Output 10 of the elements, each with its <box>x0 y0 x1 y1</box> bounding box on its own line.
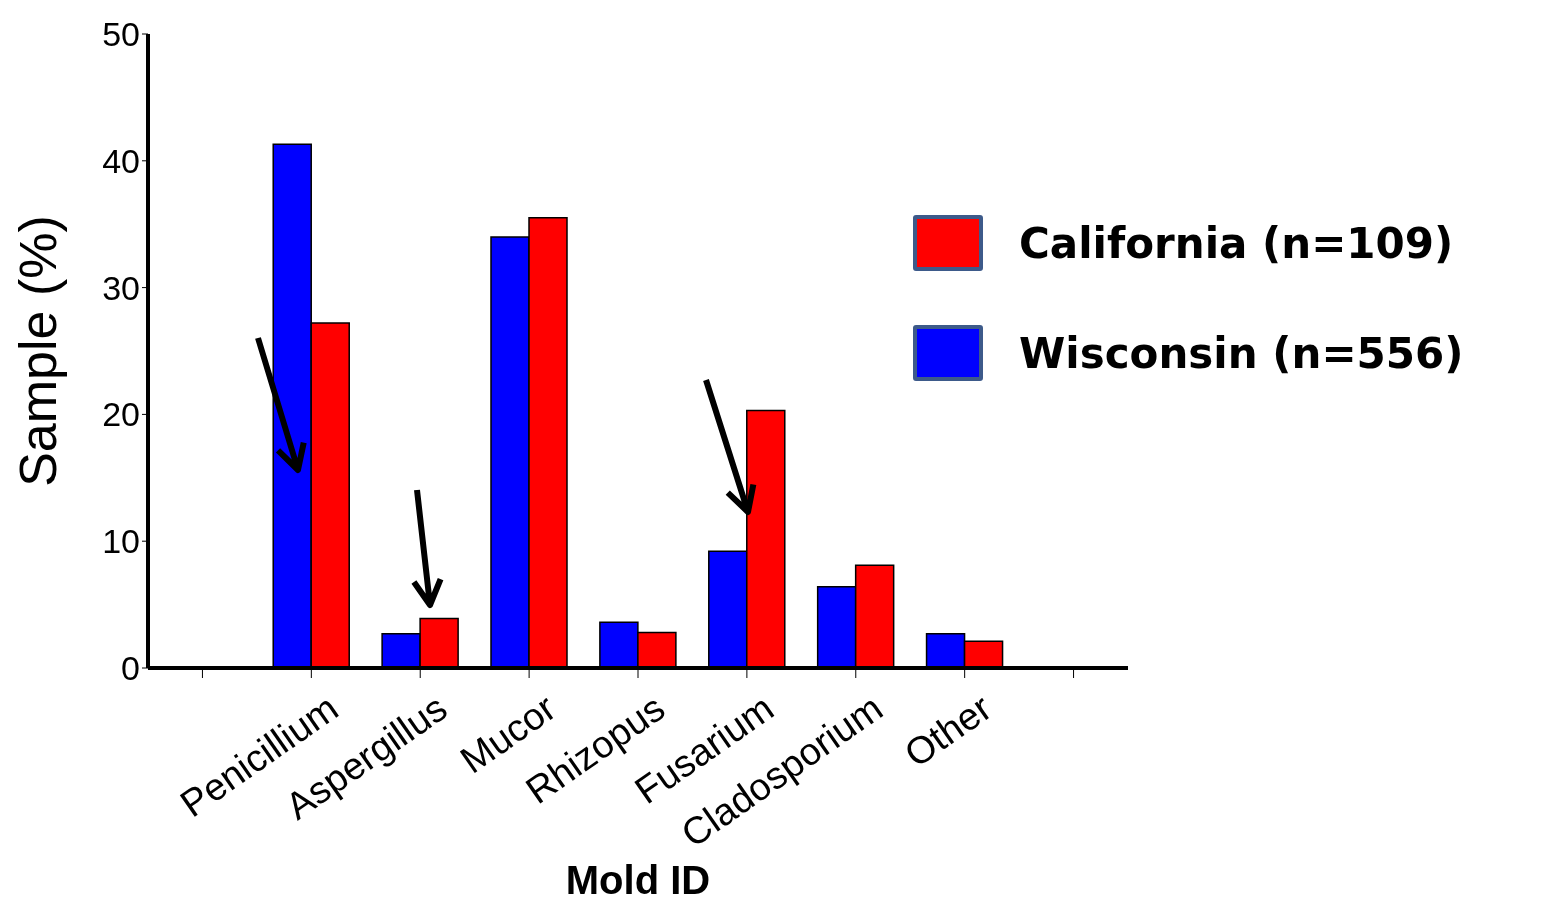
y-tick-label: 50 <box>102 15 140 54</box>
x-axis-title: Mold ID <box>565 858 711 900</box>
y-tick-label: 0 <box>121 649 140 688</box>
y-tick-label: 20 <box>102 395 140 434</box>
legend-label: California (n=109) <box>1019 218 1454 268</box>
y-tick-label: 10 <box>102 522 140 561</box>
legend-label: Wisconsin (n=556) <box>1019 328 1464 378</box>
y-tick-label: 40 <box>102 141 140 180</box>
y-tick-label: 30 <box>102 268 140 307</box>
y-axis-title: Sample (%) <box>9 215 68 487</box>
